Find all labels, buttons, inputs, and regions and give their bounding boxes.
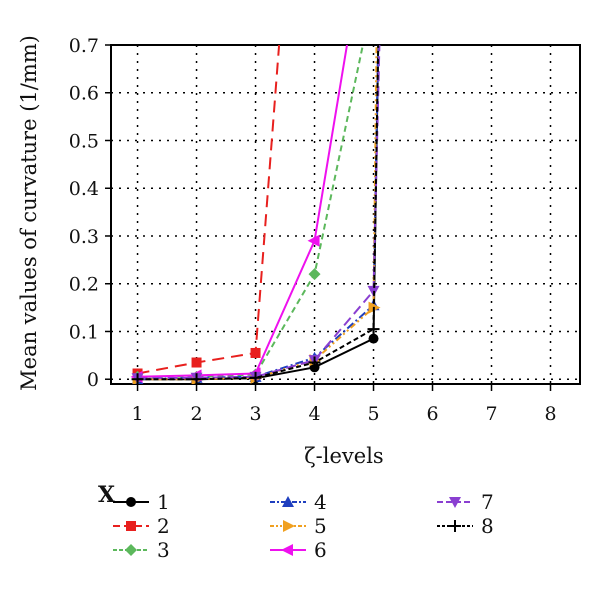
legend-label: 3: [157, 538, 170, 562]
series-line-6: [137, 45, 348, 378]
series-line-8: [137, 45, 380, 381]
series-8: [131, 45, 380, 384]
legend-label: 5: [314, 514, 327, 538]
series-point-3: [308, 268, 321, 281]
series-line-7: [137, 45, 381, 380]
legend-label: 7: [481, 490, 494, 514]
y-tick-label: 0.1: [69, 321, 99, 343]
x-tick-label: 1: [132, 403, 144, 425]
legend: X 123 456 78: [98, 482, 494, 562]
series-line-5: [137, 45, 378, 381]
y-tick-label: 0.7: [69, 35, 99, 57]
legend-swatch-marker: [283, 520, 295, 532]
series-line-2: [137, 45, 281, 375]
axis-ticks: 1 2 3 4 5 6 7 8 0 0.1 0.2 0.3 0.4 0.5 0.6 0.7: [69, 35, 557, 425]
y-tick-label: 0: [87, 369, 99, 391]
legend-label: 6: [314, 538, 327, 562]
legend-item-4: 4: [270, 490, 327, 514]
y-axis-label: Mean values of curvature (1/mm): [17, 35, 41, 391]
x-axis-label: ζ-levels: [304, 444, 383, 468]
y-tick-label: 0.6: [69, 83, 99, 105]
series-point-8: [131, 373, 144, 384]
x-tick-label: 2: [190, 403, 202, 425]
legend-item-2: 2: [113, 514, 170, 538]
legend-label: 4: [314, 490, 327, 514]
legend-swatch-marker: [449, 497, 461, 508]
x-tick-label: 5: [367, 403, 379, 425]
legend-item-3: 3: [113, 538, 170, 562]
legend-label: 8: [481, 514, 494, 538]
legend-swatch-marker: [126, 497, 136, 507]
x-tick-label: 6: [426, 403, 438, 425]
series-point-8: [308, 356, 321, 369]
y-tick-label: 0.4: [69, 178, 99, 200]
series-point-8: [367, 323, 380, 336]
legend-item-5: 5: [270, 514, 327, 538]
series-point-8: [249, 371, 262, 384]
grid-lines: [111, 44, 580, 384]
legend-item-6: 6: [270, 538, 327, 562]
series-group: [130, 45, 381, 384]
y-tick-label: 0.5: [69, 130, 99, 152]
legend-swatch-marker: [126, 521, 136, 531]
y-tick-label: 0.3: [69, 226, 99, 248]
series-point-8: [190, 373, 203, 384]
legend-item-1: 1: [113, 490, 170, 514]
legend-swatch-marker: [282, 496, 294, 507]
legend-item-7: 7: [437, 490, 494, 514]
series-line-3: [137, 45, 364, 378]
series-point-6: [307, 234, 320, 247]
legend-swatch-marker: [125, 544, 137, 556]
series-2: [132, 45, 281, 379]
x-tick-label: 3: [249, 403, 261, 425]
legend-swatch-marker: [449, 520, 461, 532]
x-tick-label: 4: [308, 403, 320, 425]
legend-label: 2: [157, 514, 170, 538]
x-tick-label: 8: [544, 403, 556, 425]
legend-item-8: 8: [437, 514, 494, 538]
series-point-2: [191, 357, 202, 368]
legend-swatch-marker: [281, 544, 293, 556]
series-point-1: [368, 333, 379, 344]
y-tick-label: 0.2: [69, 274, 99, 296]
plot-frame: [110, 44, 581, 385]
x-tick-label: 7: [485, 403, 497, 425]
legend-label: 1: [157, 490, 170, 514]
legend-title: X: [98, 482, 116, 508]
series-point-2: [250, 347, 261, 358]
